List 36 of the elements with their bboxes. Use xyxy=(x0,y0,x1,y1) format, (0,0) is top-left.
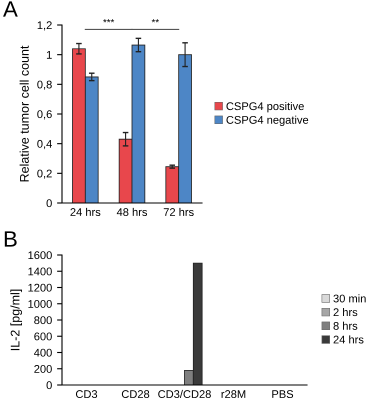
x-tick-label: r28M xyxy=(222,390,246,398)
y-tick-label: 200 xyxy=(34,365,52,373)
y-axis-title: Relative tumor cell count xyxy=(20,46,29,182)
x-tick-label: CD3 xyxy=(76,390,98,398)
x-tick-label: 24 hrs xyxy=(70,208,100,216)
text: *** xyxy=(103,18,114,22)
y-tick-label: 1000 xyxy=(28,300,52,308)
y-tick-label: 1400 xyxy=(28,268,52,276)
y-tick-label: 0,4 xyxy=(37,140,52,150)
text: ** xyxy=(152,18,159,22)
x-tick-label: CD3/CD28 xyxy=(158,390,211,398)
legend-label: CSPG4 negative xyxy=(226,116,308,126)
x-tick-label: CD28 xyxy=(122,390,150,398)
y-tick-label: 1200 xyxy=(28,284,52,292)
y-tick-label: 1 xyxy=(46,51,52,59)
y-tick-label: 600 xyxy=(34,332,52,340)
y-axis-title: IL-2 [pg/ml] xyxy=(10,290,22,350)
y-tick-label: 800 xyxy=(34,316,52,324)
y-tick-label: 1,2 xyxy=(38,21,52,30)
y-tick-label: 0 xyxy=(46,381,52,390)
y-tick-label: 0,2 xyxy=(37,170,52,179)
x-tick-label: 72 hrs xyxy=(164,208,194,216)
y-tick-label: 400 xyxy=(34,348,52,357)
y-tick-label: 0,8 xyxy=(37,80,52,90)
legend-label: 8 hrs xyxy=(333,322,358,330)
x-tick-label: 48 hrs xyxy=(116,208,148,216)
legend-label: CSPG4 positive xyxy=(226,102,304,112)
y-tick-label: 0,6 xyxy=(37,110,52,120)
chart-title: B xyxy=(4,231,17,247)
y-tick-label: 1600 xyxy=(28,251,52,260)
legend-label: 30 min xyxy=(333,294,366,302)
legend-label: 24 hrs xyxy=(334,335,364,344)
x-tick-label: PBS xyxy=(272,390,294,398)
legend-label: 2 hrs xyxy=(334,308,358,316)
chart-title: A xyxy=(3,1,18,17)
y-tick-label: 0 xyxy=(46,199,52,208)
